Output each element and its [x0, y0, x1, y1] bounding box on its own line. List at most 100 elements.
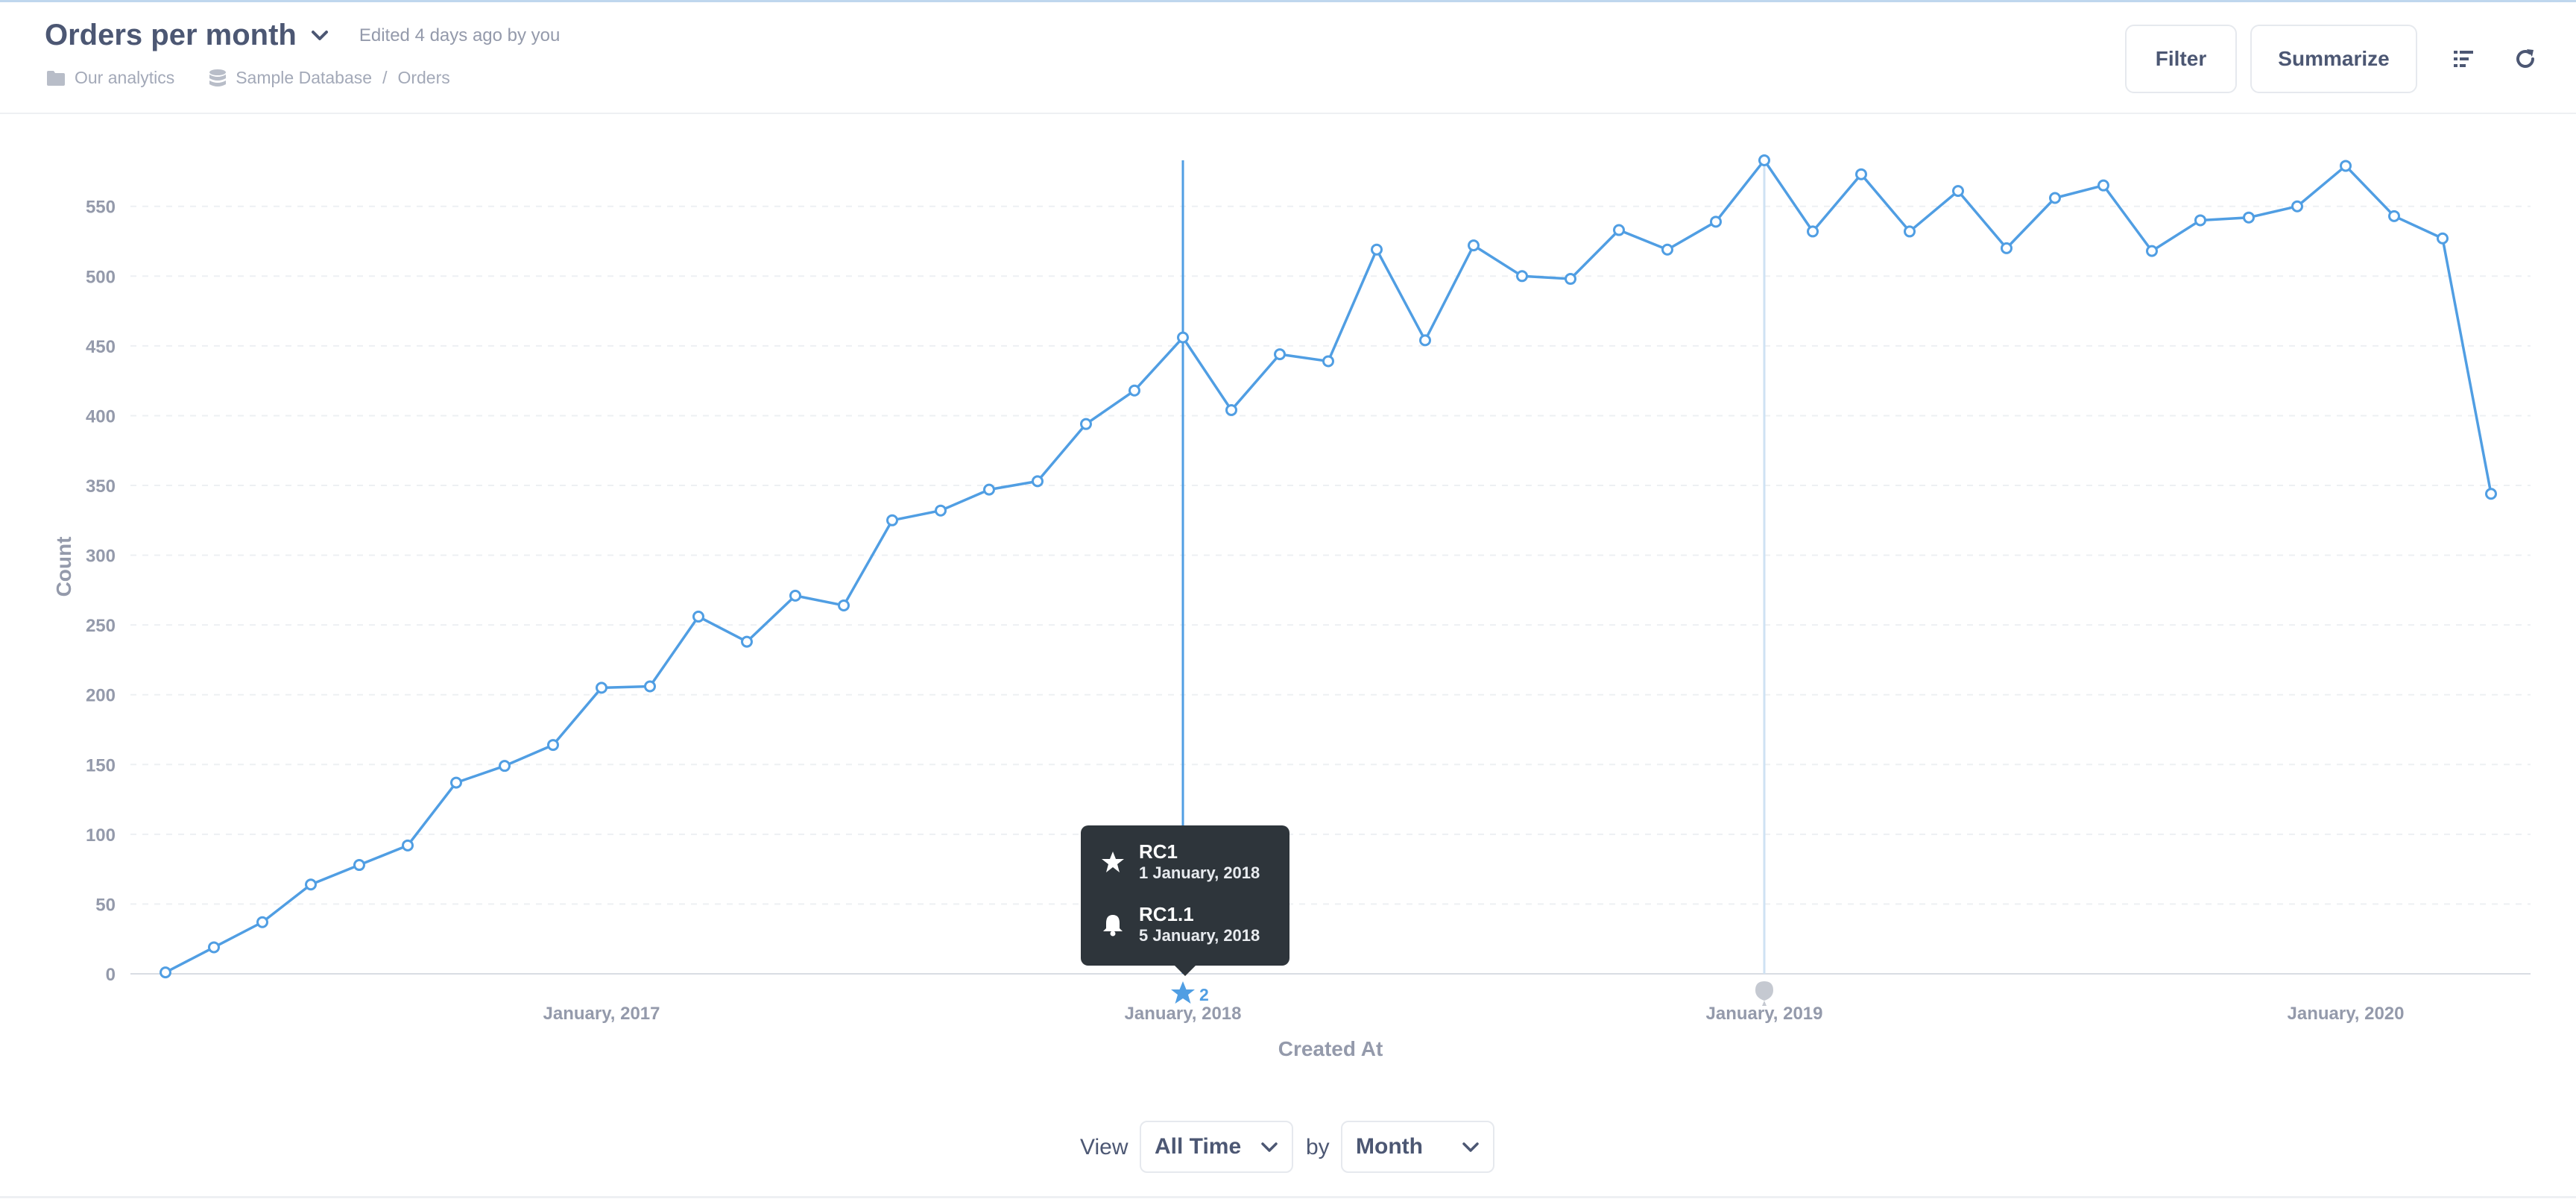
y-tick-label: 450	[86, 337, 116, 357]
breadcrumb-collection[interactable]: Our analytics	[46, 68, 174, 88]
tooltip-event-date: 1 January, 2018	[1139, 863, 1260, 882]
data-point[interactable]	[1032, 475, 1044, 488]
data-point[interactable]	[1758, 154, 1770, 166]
data-point[interactable]	[1904, 225, 1916, 238]
breadcrumb-database[interactable]: Sample Database / Orders	[209, 68, 450, 88]
tooltip-event-item: RC1 1 January, 2018	[1100, 840, 1260, 884]
y-tick-label: 550	[86, 198, 116, 218]
bell-icon	[1100, 912, 1126, 937]
data-point[interactable]	[596, 682, 607, 694]
data-point[interactable]	[2485, 488, 2497, 500]
y-tick-label: 50	[95, 895, 116, 915]
breadcrumb-database-label: Sample Database	[236, 68, 373, 87]
view-label: View	[1080, 1135, 1128, 1159]
star-icon[interactable]	[1171, 981, 1195, 1004]
tooltip-event-date: 5 January, 2018	[1139, 926, 1260, 945]
by-label: by	[1306, 1135, 1330, 1159]
data-point[interactable]	[886, 514, 898, 526]
y-tick-label: 300	[86, 547, 116, 567]
star-icon	[1100, 849, 1126, 875]
data-point[interactable]	[1516, 270, 1528, 283]
summarize-button[interactable]: Summarize	[2250, 25, 2417, 93]
y-tick-label: 250	[86, 616, 116, 636]
time-unit-value: Month	[1356, 1134, 1423, 1159]
data-point[interactable]	[1274, 348, 1286, 361]
data-point[interactable]	[402, 839, 414, 852]
tooltip-event-name: RC1	[1139, 840, 1178, 863]
x-tick-label: January, 2020	[2288, 1004, 2405, 1024]
edited-info[interactable]: Edited 4 days ago by you	[359, 25, 561, 45]
series-line	[165, 159, 2493, 974]
data-point[interactable]	[2437, 232, 2449, 245]
data-point[interactable]	[692, 610, 704, 623]
data-point[interactable]	[499, 760, 511, 772]
data-point[interactable]	[789, 589, 801, 602]
filter-button[interactable]: Filter	[2125, 25, 2237, 93]
x-tick-label: January, 2018	[1125, 1004, 1242, 1024]
data-point[interactable]	[1613, 224, 1625, 236]
data-point[interactable]	[838, 599, 850, 611]
data-point[interactable]	[208, 941, 220, 954]
data-point[interactable]	[1419, 334, 1431, 347]
data-point[interactable]	[1565, 273, 1576, 286]
data-point[interactable]	[1807, 225, 1819, 238]
data-point[interactable]	[935, 504, 947, 517]
time-unit-select[interactable]: Month	[1341, 1121, 1494, 1173]
data-point[interactable]	[983, 483, 995, 496]
data-point[interactable]	[2146, 245, 2158, 257]
chevron-down-icon	[1462, 1142, 1479, 1152]
data-point[interactable]	[1225, 403, 1237, 416]
y-axis-title: Count	[52, 537, 75, 597]
data-point[interactable]	[1952, 185, 1964, 198]
bottom-border	[0, 1196, 2576, 1198]
breadcrumb-separator: /	[382, 68, 388, 87]
x-tick-label: January, 2017	[543, 1004, 660, 1024]
data-point[interactable]	[2388, 210, 2400, 222]
time-range-select[interactable]: All Time	[1140, 1121, 1293, 1173]
data-point[interactable]	[1661, 243, 1673, 256]
data-point[interactable]	[2291, 200, 2303, 213]
data-point[interactable]	[1855, 168, 1867, 180]
data-point[interactable]	[1177, 331, 1189, 344]
y-tick-label: 0	[106, 965, 116, 985]
folder-icon	[47, 70, 65, 86]
breadcrumb-table-label[interactable]: Orders	[397, 68, 450, 87]
data-point[interactable]	[1371, 243, 1383, 256]
breadcrumb-collection-label: Our analytics	[75, 68, 175, 87]
data-point[interactable]	[547, 739, 559, 752]
refresh-icon[interactable]	[2512, 45, 2539, 72]
data-point[interactable]	[2243, 211, 2255, 224]
data-point[interactable]	[1468, 239, 1480, 252]
balloon-icon[interactable]	[1755, 981, 1773, 1006]
data-point[interactable]	[1080, 418, 1092, 430]
y-tick-label: 350	[86, 476, 116, 497]
tooltip-event-item: RC1.1 5 January, 2018	[1100, 903, 1260, 946]
y-tick-label: 500	[86, 267, 116, 287]
database-icon	[209, 69, 227, 86]
data-point[interactable]	[1710, 215, 1722, 228]
event-count-label: 2	[1199, 985, 1209, 1004]
notebook-toggle-icon[interactable]	[2451, 45, 2478, 72]
y-tick-label: 100	[86, 825, 116, 846]
chevron-down-icon[interactable]	[310, 26, 329, 45]
y-tick-label: 200	[86, 686, 116, 706]
data-point[interactable]	[2049, 192, 2061, 204]
time-range-value: All Time	[1155, 1134, 1242, 1159]
data-point[interactable]	[160, 966, 171, 979]
x-tick-label: January, 2019	[1706, 1004, 1823, 1024]
data-point[interactable]	[2001, 242, 2012, 254]
data-point[interactable]	[741, 635, 753, 648]
title-row: Orders per month Edited 4 days ago by yo…	[45, 19, 560, 52]
data-point[interactable]	[644, 680, 656, 693]
question-title[interactable]: Orders per month	[45, 19, 297, 51]
data-point[interactable]	[256, 916, 268, 928]
data-point[interactable]	[2097, 179, 2109, 192]
data-point[interactable]	[1128, 384, 1140, 397]
data-point[interactable]	[450, 776, 462, 789]
data-point[interactable]	[353, 859, 365, 872]
data-point[interactable]	[2340, 160, 2352, 172]
data-point[interactable]	[305, 878, 317, 891]
data-point[interactable]	[2194, 214, 2206, 227]
data-point[interactable]	[1322, 355, 1334, 368]
line-chart: 0 50 100 150 200 250 300 350 400 450 500 550 January…	[0, 116, 2576, 1085]
